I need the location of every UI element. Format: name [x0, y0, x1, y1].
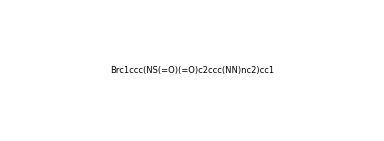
Text: Brc1ccc(NS(=O)(=O)c2ccc(NN)nc2)cc1: Brc1ccc(NS(=O)(=O)c2ccc(NN)nc2)cc1 — [110, 66, 274, 75]
